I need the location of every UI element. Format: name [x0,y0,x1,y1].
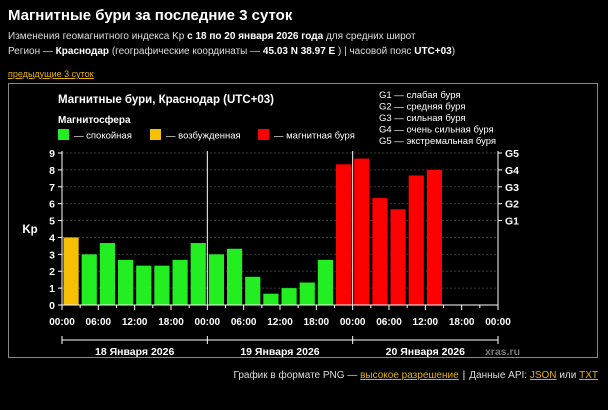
page-title: Магнитные бури за последние 3 суток [8,7,293,24]
png-text: График в формате PNG — [233,370,358,381]
kp-bar [208,254,224,305]
x-tick-label: 12:00 [122,317,148,328]
chart-title: Магнитные бури, Краснодар (UTC+03) [58,94,274,106]
kp-bar [263,293,279,305]
y-tick-label: 0 [49,300,55,312]
kp-bar [81,254,97,305]
x-tick-label: 00:00 [195,317,221,328]
kp-bar [245,276,261,305]
kp-bar [136,265,152,305]
tz-value: UTC+03 [414,46,452,57]
legend-title: Магнитосфера [58,114,131,126]
tz-close: ) [451,46,456,57]
y-tick-label: 2 [49,266,55,278]
g-level-label: G3 [505,182,519,194]
day-label: 20 Января 2026 [386,346,465,358]
storm-level-label: G3 — сильная буря [379,113,466,124]
storm-level-label: G4 — очень сильная буря [379,125,494,136]
g-level-label: G5 [505,148,519,160]
kp-bar [63,237,79,305]
storm-level-label: G1 — слабая буря [379,90,461,101]
footer: График в формате PNG — высокое разрешени… [233,370,598,381]
or-text: или [559,370,577,381]
kp-bar [172,259,188,305]
kp-bar [281,288,297,305]
kp-chart: Магнитные бури, Краснодар (UTC+03) Магнит… [8,83,598,358]
region-name: Краснодар [55,46,110,57]
x-tick-label: 06:00 [86,317,112,328]
storm-level-label: G5 — экстремальная буря [379,136,496,147]
subtitle-line: Изменения геомагнитного индекса Kp с 18 … [8,31,416,42]
api-text: Данные API: [469,370,528,381]
legend-swatch [58,129,69,140]
kp-bar [408,175,424,305]
kp-bar [99,243,115,305]
previous-days-link[interactable]: предыдущие 3 суток [8,69,94,79]
kp-bar [299,282,315,305]
y-axis-label: Kp [22,224,37,236]
legend-label: — спокойная [74,131,132,142]
day-label: 19 Января 2026 [240,346,319,358]
kp-bar [190,243,206,305]
chart-frame [8,83,598,358]
y-tick-label: 4 [49,232,55,244]
kp-bar [372,198,388,305]
x-tick-label: 18:00 [449,317,475,328]
x-tick-label: 12:00 [413,317,439,328]
y-tick-label: 7 [49,182,55,194]
kp-bar [118,259,134,305]
legend-swatch [150,129,161,140]
g-level-label: G1 [505,216,519,228]
day-label: 18 Января 2026 [95,346,174,358]
storm-level-label: G2 — средняя буря [379,102,465,113]
kp-bar [390,209,406,305]
kp-bar [336,164,352,305]
high-res-link[interactable]: высокое разрешение [360,370,459,381]
subtitle-prefix: Изменения геомагнитного индекса Kp [8,31,185,42]
g-level-label: G4 [505,165,519,177]
y-tick-label: 3 [49,249,55,261]
kp-chart-svg: Магнитные бури, Краснодар (UTC+03) Магнит… [8,83,598,358]
watermark: xras.ru [485,346,520,358]
kp-bar [426,169,442,305]
y-tick-label: 1 [49,283,55,295]
footer-separator: | [462,370,466,381]
kp-bar [154,265,170,305]
y-tick-label: 6 [49,199,55,211]
kp-bar [317,259,333,305]
legend-swatch [258,129,269,140]
x-tick-label: 06:00 [231,317,257,328]
x-tick-label: 12:00 [267,317,293,328]
y-tick-label: 5 [49,216,55,228]
x-tick-label: 00:00 [340,317,366,328]
coords-value: 45.03 N 38.97 E [262,46,336,57]
y-tick-label: 9 [49,148,55,160]
date-range: с 18 по 20 января 2026 года [187,31,324,42]
y-tick-label: 8 [49,165,55,177]
region-line: Регион — Краснодар (географические коорд… [8,46,455,57]
x-tick-label: 06:00 [376,317,402,328]
legend-label: — магнитная буря [274,131,355,142]
region-label: Регион — [8,46,53,57]
txt-link[interactable]: TXT [579,370,598,381]
tz-label: ) | часовой пояс [337,46,412,57]
x-tick-label: 00:00 [49,317,75,328]
legend-label: — возбужденная [166,131,241,142]
g-level-label: G2 [505,199,519,211]
kp-bar [227,248,243,305]
json-link[interactable]: JSON [529,370,557,381]
x-tick-label: 18:00 [304,317,330,328]
subtitle-suffix: для средних широт [325,31,416,42]
coords-label: (географические координаты — [111,46,261,57]
x-tick-label: 18:00 [158,317,184,328]
kp-bar [354,158,370,305]
x-tick-label: 00:00 [485,317,511,328]
